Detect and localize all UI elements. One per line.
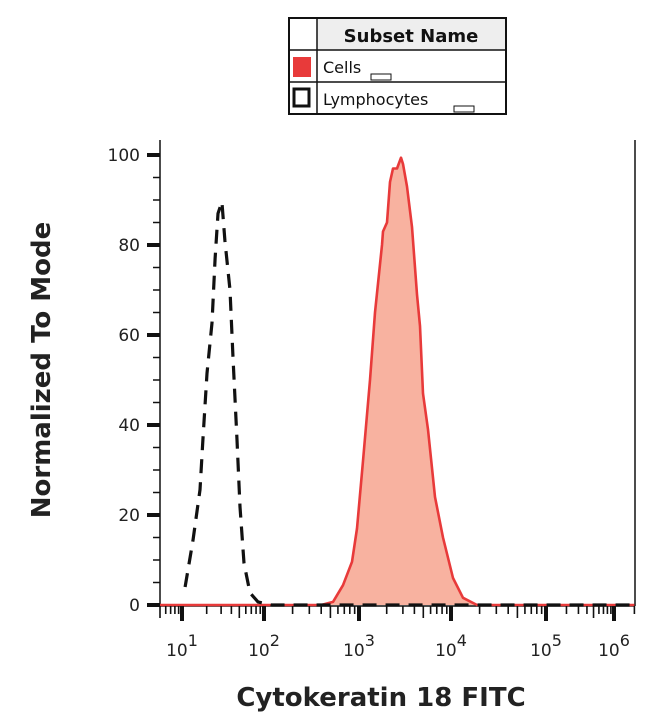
legend-gate-box — [453, 105, 475, 113]
legend-header: Subset Name — [344, 26, 479, 47]
x-tick-label: 106 — [598, 631, 630, 661]
cells-line — [160, 156, 635, 607]
legend-gate-box — [370, 73, 392, 81]
y-tick-label: 60 — [118, 326, 140, 346]
x-tick-label: 103 — [343, 631, 375, 661]
x-tick-label: 104 — [435, 631, 467, 661]
y-tick-label: 0 — [129, 596, 140, 616]
legend: Subset Name Cells Lymphocytes — [288, 17, 507, 115]
y-axis-ticks: 0 20 40 60 80 100 — [108, 146, 160, 616]
x-tick-label: 102 — [248, 631, 280, 661]
y-tick-label: 20 — [118, 506, 140, 526]
legend-entry-cells: Cells — [323, 58, 361, 77]
x-axis-title: Cytokeratin 18 FITC — [236, 683, 525, 713]
y-tick-label: 100 — [108, 146, 140, 166]
y-axis-title: Normalized To Mode — [27, 222, 57, 519]
cells-area — [160, 157, 635, 605]
x-axis-ticks: 101 102 103 104 105 106 — [159, 606, 636, 661]
x-tick-label: 105 — [530, 631, 562, 661]
lymphocytes-swatch — [292, 87, 311, 108]
y-tick-label: 80 — [118, 236, 140, 256]
x-tick-label: 101 — [166, 631, 198, 661]
legend-header-bg — [317, 19, 505, 50]
legend-entry-lymphocytes: Lymphocytes — [323, 90, 428, 109]
lymphocytes-line — [183, 200, 635, 607]
cells-swatch — [293, 57, 311, 77]
y-tick-label: 40 — [118, 416, 140, 436]
series-layer — [160, 156, 635, 607]
